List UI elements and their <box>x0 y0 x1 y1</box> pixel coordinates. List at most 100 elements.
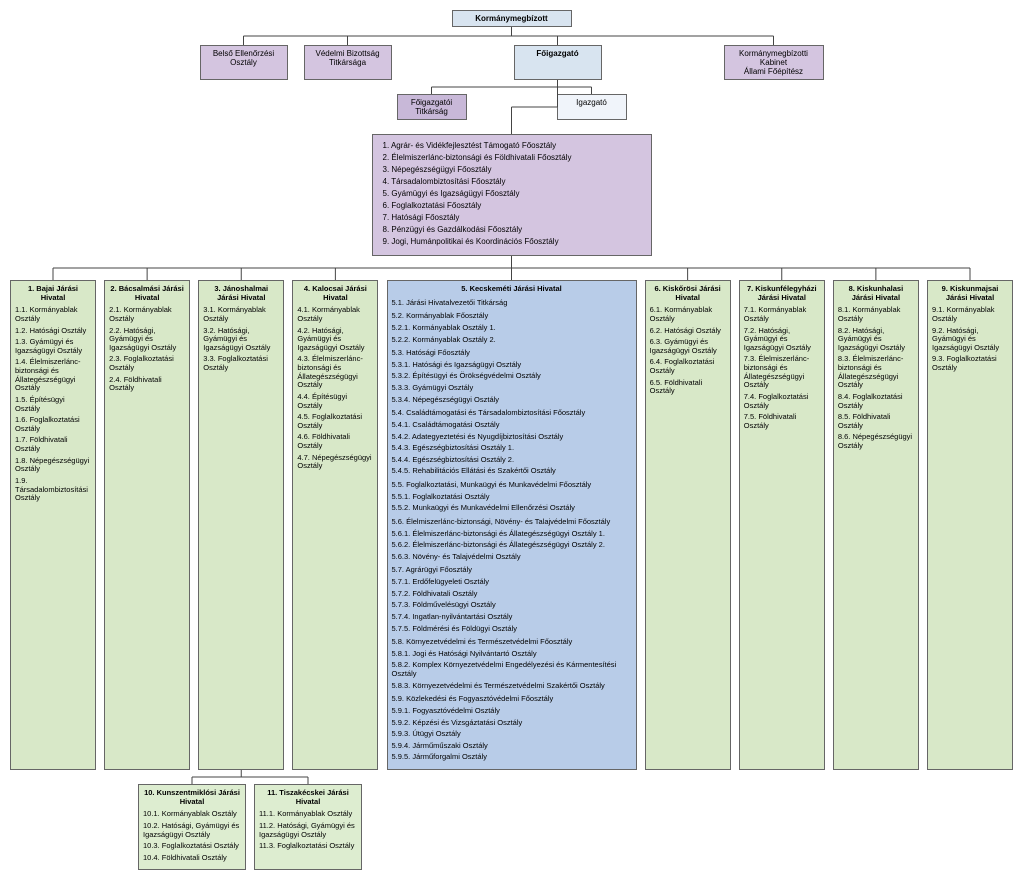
node-foigazgato: Főigazgató <box>514 45 602 80</box>
district-item: 7.4. Foglalkoztatási Osztály <box>744 393 820 410</box>
district-item: 5.3.1. Hatósági és Igazságügyi Osztály <box>392 361 632 370</box>
district-title: 8. Kiskunhalasi Járási Hivatal <box>838 285 914 302</box>
district-item: 8.3. Élelmiszerlánc-biztonsági és Állate… <box>838 355 914 390</box>
district-title: 7. Kiskunfélegyházi Járási Hivatal <box>744 285 820 302</box>
district-item: 3.2. Hatósági, Gyámügyi és Igazságügyi O… <box>203 327 279 353</box>
main-dept-item: 1. Agrár- és Vidékfejlesztést Támogató F… <box>383 141 641 150</box>
main-dept-item: 5. Gyámügyi és Igazságügyi Főosztály <box>383 189 641 198</box>
district-4: 4. Kalocsai Járási Hivatal 4.1. Kormányab… <box>292 280 378 770</box>
district-1: 1. Bajai Járási Hivatal 1.1. Kormányablak… <box>10 280 96 770</box>
district-item: 1.8. Népegészségügyi Osztály <box>15 457 91 474</box>
district-item: 9.1. Kormányablak Osztály <box>932 306 1008 323</box>
node-foig-titkarsag: FőigazgatóiTitkárság <box>397 94 467 120</box>
district-8: 8. Kiskunhalasi Járási Hivatal 8.1. Kormá… <box>833 280 919 770</box>
district-item: 4.2. Hatósági, Gyámügyi és Igazságügyi O… <box>297 327 373 353</box>
district-item: 6.4. Foglalkoztatási Osztály <box>650 358 726 375</box>
district-item: 5.8. Környezetvédelmi és Természetvédelm… <box>392 638 632 647</box>
district-item: 5.4. Családtámogatási és Társadalombizto… <box>392 409 632 418</box>
district-title: 4. Kalocsai Járási Hivatal <box>297 285 373 302</box>
district-item: 2.2. Hatósági, Gyámügyi és Igazságügyi O… <box>109 327 185 353</box>
district-item: 10.2. Hatósági, Gyámügyi és Igazságügyi … <box>143 822 241 839</box>
district-item: 5.4.3. Egészségbiztosítási Osztály 1. <box>392 444 632 453</box>
district-item: 5.6.2. Élelmiszerlánc-biztonsági és Álla… <box>392 541 632 550</box>
district-9: 9. Kiskunmajsai Járási Hivatal9.1. Kormá… <box>927 280 1013 770</box>
district-item: 5.9.4. Járműműszaki Osztály <box>392 742 632 751</box>
district-item: 1.9. Társadalombiztosítási Osztály <box>15 477 91 503</box>
district-item: 4.5. Foglalkoztatási Osztály <box>297 413 373 430</box>
district-item: 5.5.2. Munkaügyi és Munkavédelmi Ellenőr… <box>392 504 632 513</box>
district-item: 5.3.4. Népegészségügyi Osztály <box>392 396 632 405</box>
district-item: 4.6. Földhivatali Osztály <box>297 433 373 450</box>
district-item: 5.4.4. Egészségbiztosítási Osztály 2. <box>392 456 632 465</box>
district-item: 5.2.1. Kormányablak Osztály 1. <box>392 324 632 333</box>
district-item: 2.3. Foglalkoztatási Osztály <box>109 355 185 372</box>
district-item: 10.1. Kormányablak Osztály <box>143 810 241 819</box>
node-belso-ellenorzesi: Belső EllenőrzésiOsztály <box>200 45 288 80</box>
district-item: 6.2. Hatósági Osztály <box>650 327 726 336</box>
district-item: 1.1. Kormányablak Osztály <box>15 306 91 323</box>
district-item: 1.2. Hatósági Osztály <box>15 327 91 336</box>
district-item: 11.3. Foglalkoztatási Osztály <box>259 842 357 851</box>
district-item: 11.1. Kormányablak Osztály <box>259 810 357 819</box>
district-item: 10.3. Foglalkoztatási Osztály <box>143 842 241 851</box>
district-item: 5.9.1. Fogyasztóvédelmi Osztály <box>392 707 632 716</box>
district-item: 5.9. Közlekedési és Fogyasztóvédelmi Főo… <box>392 695 632 704</box>
district-item: 5.5. Foglalkoztatási, Munkaügyi és Munka… <box>392 481 632 490</box>
district-item: 5.6. Élelmiszerlánc-biztonsági, Növény- … <box>392 518 632 527</box>
district-item: 5.4.2. Adategyeztetési és Nyugdíjbiztosí… <box>392 433 632 442</box>
node-igazgato: Igazgató <box>557 94 627 120</box>
node-kormkabinet: KormánymegbízottiKabinetÁllami Főépítész <box>724 45 824 80</box>
district-item: 5.7.5. Földmérési és Földügyi Osztály <box>392 625 632 634</box>
main-dept-item: 6. Foglalkoztatási Főosztály <box>383 201 641 210</box>
district-item: 5.8.1. Jogi és Hatósági Nyilvántartó Osz… <box>392 650 632 659</box>
district-item: 8.5. Földhivatali Osztály <box>838 413 914 430</box>
district-item: 5.8.2. Komplex Környezetvédelmi Engedély… <box>392 661 632 678</box>
district-item: 3.1. Kormányablak Osztály <box>203 306 279 323</box>
district-item: 11.2. Hatósági, Gyámügyi és Igazságügyi … <box>259 822 357 839</box>
district-item: 8.1. Kormányablak Osztály <box>838 306 914 323</box>
district-item: 1.3. Gyámügyi és Igazságügyi Osztály <box>15 338 91 355</box>
main-dept-item: 3. Népegészségügyi Főosztály <box>383 165 641 174</box>
district-item: 5.7.1. Erdőfelügyeleti Osztály <box>392 578 632 587</box>
district-item: 5.4.1. Családtámogatási Osztály <box>392 421 632 430</box>
district-item: 5.5.1. Foglalkoztatási Osztály <box>392 493 632 502</box>
district-item: 2.1. Kormányablak Osztály <box>109 306 185 323</box>
district-item: 5.6.3. Növény- és Talajvédelmi Osztály <box>392 553 632 562</box>
main-dept-item: 9. Jogi, Humánpolitikai és Koordinációs … <box>383 237 641 246</box>
district-item: 5.7.4. Ingatlan-nyilvántartási Osztály <box>392 613 632 622</box>
org-chart-root: Kormánymegbízott Belső EllenőrzésiOsztál… <box>10 10 1013 870</box>
district-title: 2. Bácsalmási Járási Hivatal <box>109 285 185 302</box>
district-title: 1. Bajai Járási Hivatal <box>15 285 91 302</box>
district-title: 5. Kecskeméti Járási Hivatal <box>392 285 632 294</box>
district-2: 2. Bácsalmási Járási Hivatal 2.1. Kormány… <box>104 280 190 770</box>
district-item: 5.9.2. Képzési és Vizsgáztatási Osztály <box>392 719 632 728</box>
district-item: 5.9.3. Útügyi Osztály <box>392 730 632 739</box>
district-item: 5.2. Kormányablak Főosztály <box>392 312 632 321</box>
district-11: 11. Tiszakécskei Járási Hivatal 11.1. Kor… <box>254 784 362 870</box>
district-item: 4.3. Élelmiszerlánc-biztonsági és Állate… <box>297 355 373 390</box>
district-item: 5.9.5. Járműforgalmi Osztály <box>392 753 632 762</box>
district-item: 5.7.3. Földművelésügyi Osztály <box>392 601 632 610</box>
district-title: 6. Kiskőrösi Járási Hivatal <box>650 285 726 302</box>
district-title: 3. Jánoshalmai Járási Hivatal <box>203 285 279 302</box>
district-item: 1.4. Élelmiszerlánc-biztonsági és Állate… <box>15 358 91 393</box>
district-3: 3. Jánoshalmai Járási Hivatal 3.1. Kormán… <box>198 280 284 770</box>
districts-second-row: 10. Kunszentmiklósi Járási Hivatal 10.1. … <box>138 784 1013 870</box>
district-item: 5.3. Hatósági Főosztály <box>392 349 632 358</box>
district-item: 5.1. Járási Hivatalvezetői Titkárság <box>392 299 632 308</box>
district-title: 10. Kunszentmiklósi Járási Hivatal <box>143 789 241 806</box>
district-item: 4.7. Népegészségügyi Osztály <box>297 454 373 471</box>
district-item: 5.3.2. Építésügyi és Örökségvédelmi Oszt… <box>392 372 632 381</box>
district-6: 6. Kiskőrösi Járási Hivatal6.1. Kormánya… <box>645 280 731 770</box>
district-item: 1.6. Foglalkoztatási Osztály <box>15 416 91 433</box>
main-dept-item: 4. Társadalombiztosítási Főosztály <box>383 177 641 186</box>
district-item: 2.4. Földhivatali Osztály <box>109 376 185 393</box>
district-item: 7.5. Földhivatali Osztály <box>744 413 820 430</box>
district-title: 11. Tiszakécskei Járási Hivatal <box>259 789 357 806</box>
districts-row: 1. Bajai Járási Hivatal 1.1. Kormányablak… <box>10 280 1013 770</box>
district-item: 5.7. Agrárügyi Főosztály <box>392 566 632 575</box>
district-item: 1.5. Építésügyi Osztály <box>15 396 91 413</box>
district-item: 5.2.2. Kormányablak Osztály 2. <box>392 336 632 345</box>
district-item: 4.1. Kormányablak Osztály <box>297 306 373 323</box>
main-dept-item: 7. Hatósági Főosztály <box>383 213 641 222</box>
